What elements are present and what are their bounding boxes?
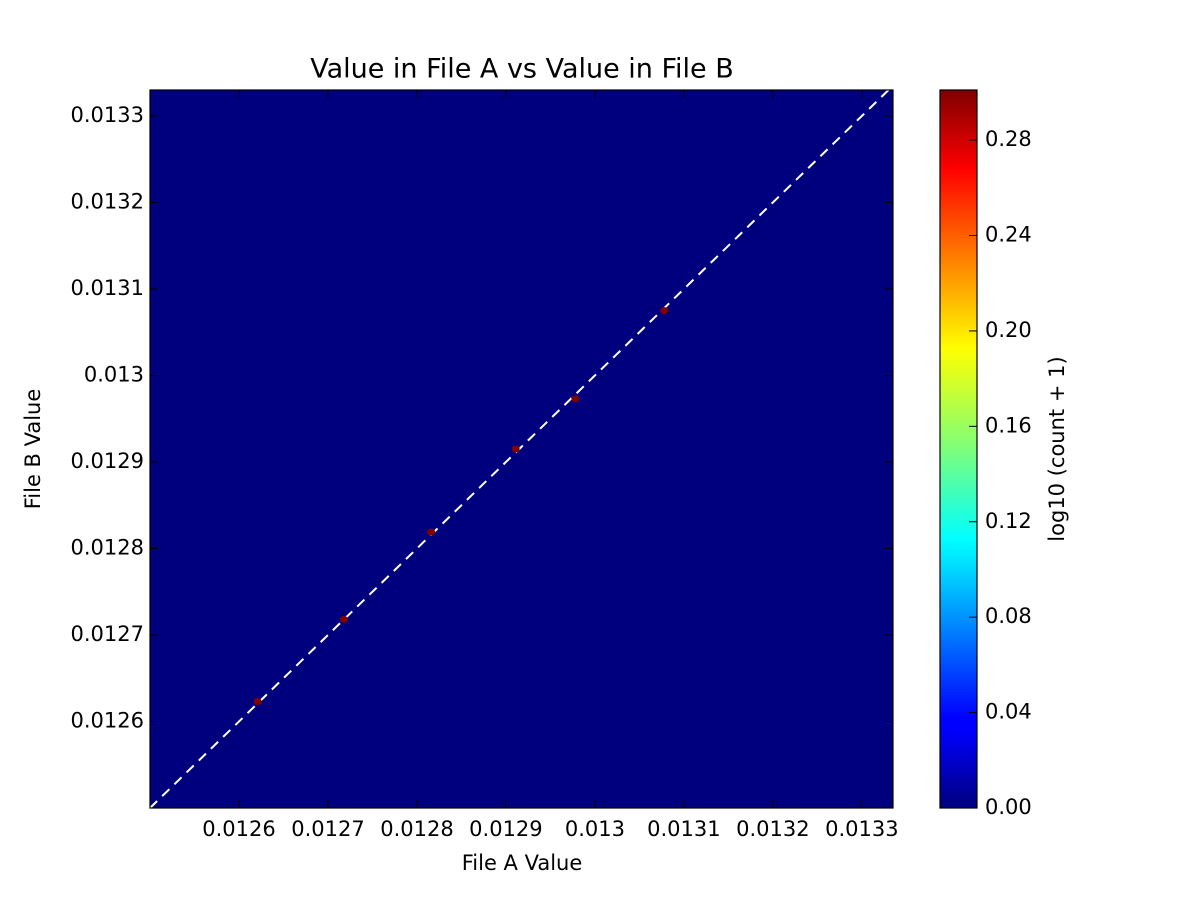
colorbar-tick-label: 0.28 — [985, 127, 1032, 151]
colorbar-tick-label: 0.20 — [985, 318, 1032, 342]
y-tick-label: 0.0132 — [71, 189, 144, 213]
colorbar-tick-label: 0.12 — [985, 509, 1032, 533]
x-tick-label: 0.0127 — [291, 817, 364, 841]
x-tick-label: 0.0131 — [647, 817, 720, 841]
colorbar-label: log10 (count + 1) — [1045, 356, 1069, 541]
colorbar-tick-label: 0.00 — [985, 795, 1032, 819]
colorbar-tick-label: 0.08 — [985, 604, 1032, 628]
bin-cell — [660, 307, 669, 315]
x-tick-label: 0.0133 — [825, 817, 898, 841]
y-axis-label: File B Value — [21, 389, 45, 510]
colorbar-tick-label: 0.24 — [985, 223, 1032, 247]
y-tick-label: 0.013 — [84, 362, 144, 386]
y-tick-label: 0.0128 — [71, 535, 144, 559]
x-tick-label: 0.0126 — [202, 817, 275, 841]
y-tick-label: 0.0126 — [71, 708, 144, 732]
bin-cell — [339, 615, 348, 623]
colorbar-tick-label: 0.04 — [985, 700, 1032, 724]
plot-frame — [149, 89, 894, 809]
y-tick-label: 0.0127 — [71, 622, 144, 646]
bin-cell — [427, 528, 436, 536]
x-tick-label: 0.0132 — [736, 817, 809, 841]
chart-title: Value in File A vs Value in File B — [310, 54, 734, 85]
y-tick-label: 0.0133 — [71, 103, 144, 127]
x-tick-label: 0.0129 — [469, 817, 542, 841]
y-tick-label: 0.0129 — [71, 449, 144, 473]
bin-cell — [571, 395, 580, 403]
x-tick-label: 0.013 — [565, 817, 625, 841]
colorbar — [939, 89, 978, 809]
colorbar-tick-label: 0.16 — [985, 413, 1032, 437]
y-tick-label: 0.0131 — [71, 276, 144, 300]
x-tick-label: 0.0128 — [380, 817, 453, 841]
bin-cell — [511, 445, 520, 453]
x-axis-label: File A Value — [462, 851, 583, 875]
bin-cell — [253, 698, 262, 706]
